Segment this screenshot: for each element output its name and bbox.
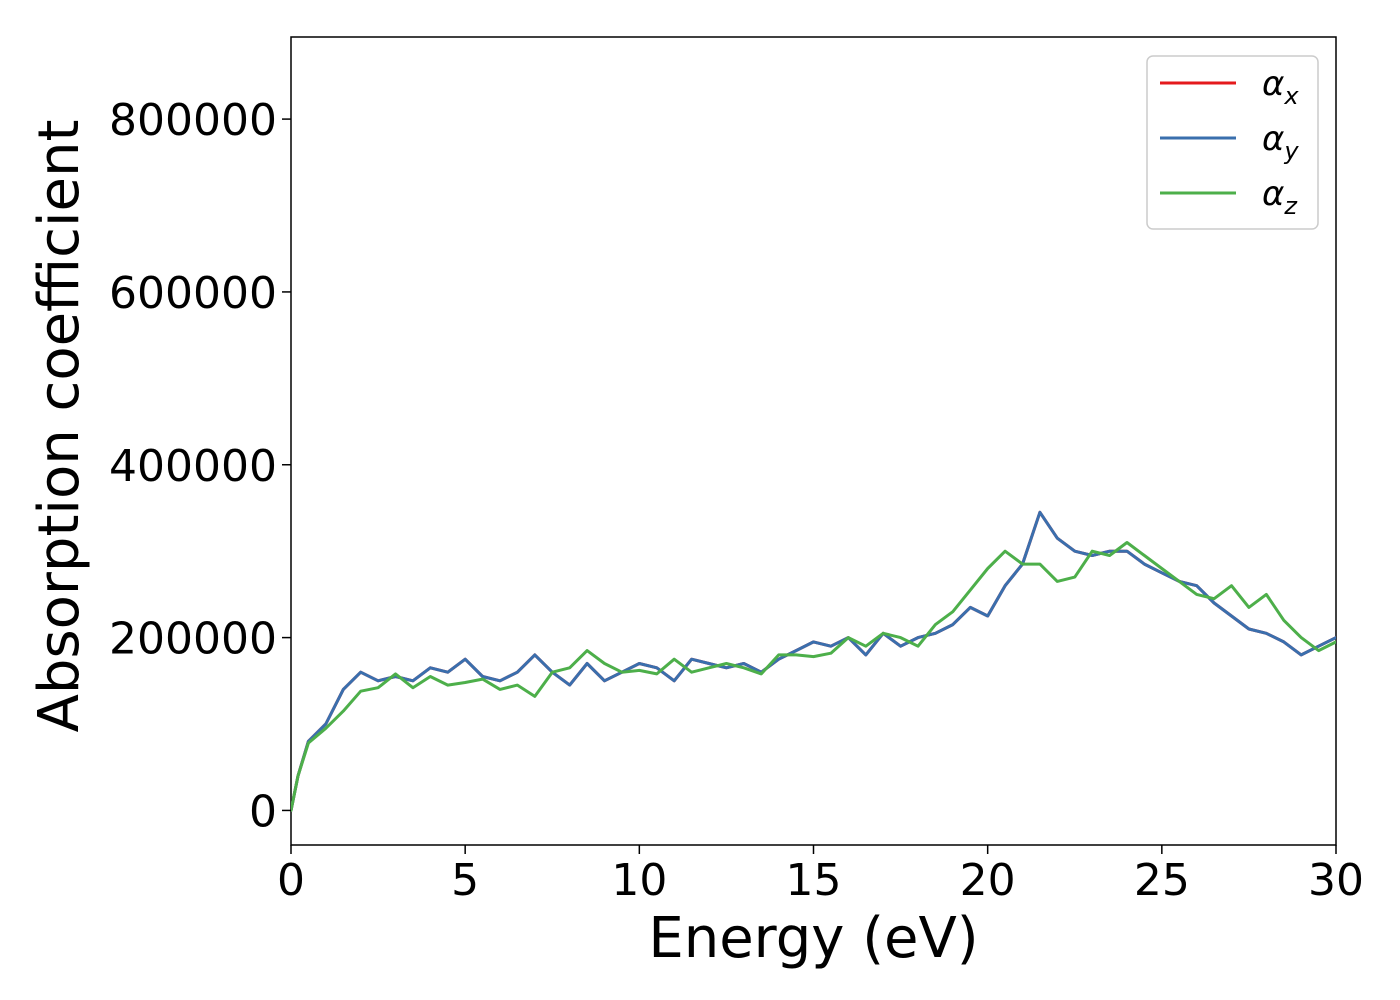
x-tick-label: 15 [786,855,842,906]
series-group [291,510,1336,812]
x-tick-label: 25 [1134,855,1190,906]
legend-label-subscript: y [1283,137,1299,165]
legend-label-symbol: α [1262,174,1284,214]
legend-item-alpha-y: αy [1160,119,1299,165]
x-tick-label: 30 [1308,855,1364,906]
series-line-alpha-x [291,510,1336,812]
legend-item-alpha-x: αx [1160,64,1299,110]
legend-label-symbol: α [1262,64,1284,104]
series-line-alpha-y [291,510,1336,812]
legend-box [1146,55,1319,230]
y-tick-label: 800000 [109,95,277,146]
legend-label: αz [1262,174,1298,220]
legend-label-subscript: z [1283,192,1298,220]
x-axis-ticks: 0 5 10 15 20 25 30 [277,845,1364,906]
y-axis-ticks: 0 200000 400000 600000 800000 [109,95,291,837]
x-tick-label: 5 [451,855,479,906]
y-axis-title: Absorption coefficient [27,120,92,733]
x-axis-title: Energy (eV) [648,906,978,971]
y-tick-label: 200000 [109,614,277,665]
legend-item-alpha-z: αz [1160,174,1298,220]
x-tick-label: 10 [611,855,667,906]
legend-label: αy [1262,119,1299,165]
series-line-alpha-z [291,541,1336,812]
y-tick-label: 400000 [109,441,277,492]
legend-label: αx [1262,64,1299,110]
legend-label-symbol: α [1262,119,1284,159]
legend-label-subscript: x [1283,82,1299,110]
y-tick-label: 600000 [109,268,277,319]
x-tick-label: 0 [277,855,305,906]
x-tick-label: 20 [960,855,1016,906]
y-tick-label: 0 [249,786,277,837]
